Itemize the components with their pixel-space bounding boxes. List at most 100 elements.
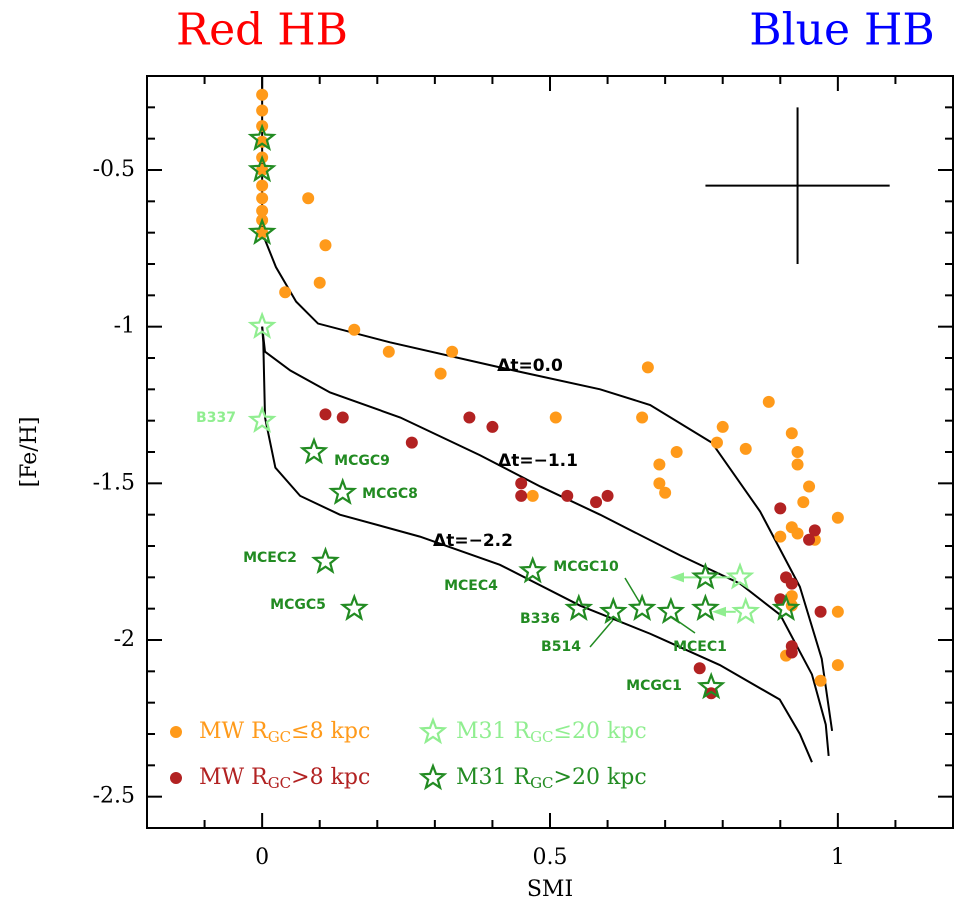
dot-point bbox=[561, 489, 574, 502]
point-label: MCGC10 bbox=[553, 559, 619, 575]
x-tick-label: 0 bbox=[255, 845, 269, 870]
star-point bbox=[627, 593, 657, 621]
dot-point bbox=[302, 192, 315, 205]
y-tick-label: -2 bbox=[114, 627, 135, 652]
dot-point bbox=[256, 204, 269, 217]
dot-point bbox=[313, 276, 326, 289]
star-point bbox=[771, 593, 801, 621]
dot-point bbox=[319, 408, 332, 421]
dot-point bbox=[590, 496, 603, 509]
star-point bbox=[247, 405, 277, 433]
dot-point bbox=[515, 477, 528, 490]
star-point bbox=[691, 593, 720, 621]
dot-point bbox=[739, 442, 752, 455]
limit-arrow-head bbox=[670, 572, 684, 583]
legend-marker bbox=[418, 762, 448, 791]
dot-point bbox=[653, 458, 666, 471]
x-tick-label: 0.5 bbox=[533, 845, 568, 870]
y-tick-label: -0.5 bbox=[93, 157, 135, 182]
y-axis-label: [Fe/H] bbox=[17, 417, 42, 488]
dot-point bbox=[256, 104, 269, 117]
model-label: Δt=0.0 bbox=[497, 356, 563, 376]
dot-point bbox=[382, 345, 395, 358]
dot-point bbox=[256, 192, 269, 205]
point-label: MCGC1 bbox=[626, 678, 682, 694]
legend-text: MW R bbox=[199, 765, 269, 790]
star-point bbox=[691, 562, 720, 590]
dot-point bbox=[774, 530, 787, 543]
star-point bbox=[518, 555, 548, 584]
dot-point bbox=[785, 590, 798, 603]
dot-point bbox=[515, 489, 528, 502]
dot-point bbox=[785, 427, 798, 440]
legend-label: M31 RGC≤20 kpc bbox=[456, 719, 647, 746]
point-label: MCEC1 bbox=[673, 639, 727, 655]
star-point bbox=[311, 546, 340, 574]
point-label: MCEC4 bbox=[444, 578, 498, 594]
star-point bbox=[564, 593, 594, 621]
x-axis-label: SMI bbox=[527, 877, 573, 902]
y-tick-label: -1.5 bbox=[93, 470, 135, 495]
dot-point bbox=[785, 646, 798, 659]
dot-point bbox=[791, 527, 804, 540]
dot-point bbox=[814, 674, 827, 687]
star-point bbox=[247, 217, 277, 245]
star-point bbox=[696, 671, 726, 700]
star-point bbox=[339, 593, 369, 621]
dot-point bbox=[348, 323, 361, 336]
dot-point bbox=[659, 486, 672, 499]
dot-point bbox=[791, 458, 804, 471]
y-tick-label: -2.5 bbox=[93, 784, 135, 809]
dot-point bbox=[693, 662, 706, 675]
dot-point bbox=[526, 489, 539, 502]
legend-text: M31 R bbox=[456, 765, 532, 790]
legend-text: >20 kpc bbox=[554, 765, 647, 790]
point-label: B514 bbox=[541, 639, 581, 655]
star-point bbox=[247, 154, 277, 183]
title-left: Red HB bbox=[176, 5, 348, 56]
star-point bbox=[299, 436, 329, 465]
dot-point bbox=[549, 411, 562, 424]
legend-label: M31 RGC>20 kpc bbox=[456, 765, 647, 792]
legend-text: MW R bbox=[199, 719, 269, 744]
model-label: Δt=−1.1 bbox=[498, 451, 578, 471]
dot-point bbox=[486, 420, 499, 433]
model-curve bbox=[261, 76, 834, 732]
dot-point bbox=[256, 88, 269, 101]
legend-sub: GC bbox=[530, 728, 553, 746]
dot-point bbox=[641, 361, 654, 374]
legend-label: MW RGC≤8 kpc bbox=[199, 719, 370, 746]
dot-point bbox=[710, 436, 723, 449]
dot-point bbox=[653, 477, 666, 490]
dot-point bbox=[636, 411, 649, 424]
x-tick-label: 1 bbox=[831, 845, 845, 870]
legend-sub: GC bbox=[268, 728, 291, 746]
dot-point bbox=[463, 411, 476, 424]
dot-point bbox=[808, 524, 821, 537]
model-label: Δt=−2.2 bbox=[433, 531, 513, 551]
point-label: MCEC2 bbox=[243, 550, 297, 566]
legend-marker bbox=[418, 716, 448, 745]
legend-marker bbox=[170, 772, 182, 784]
point-label: MCGC8 bbox=[362, 486, 418, 502]
legend-text: ≤8 kpc bbox=[291, 719, 370, 744]
dot-point bbox=[434, 367, 447, 380]
dot-point bbox=[405, 436, 418, 449]
star-point bbox=[247, 123, 277, 151]
dot-point bbox=[762, 395, 775, 408]
dot-point bbox=[446, 345, 459, 358]
legend-sub: GC bbox=[268, 774, 291, 792]
star-point bbox=[731, 596, 761, 625]
legend-text: M31 R bbox=[456, 719, 532, 744]
dot-point bbox=[716, 420, 729, 433]
dot-point bbox=[831, 511, 844, 524]
star-point bbox=[328, 477, 358, 505]
dot-point bbox=[803, 480, 816, 493]
legend-marker bbox=[170, 726, 182, 738]
y-tick-label: -1 bbox=[114, 314, 135, 339]
point-label: MCGC5 bbox=[270, 597, 326, 613]
star-point bbox=[656, 596, 686, 625]
point-label: B336 bbox=[520, 611, 560, 627]
dot-point bbox=[791, 446, 804, 458]
legend-sub: GC bbox=[530, 774, 553, 792]
